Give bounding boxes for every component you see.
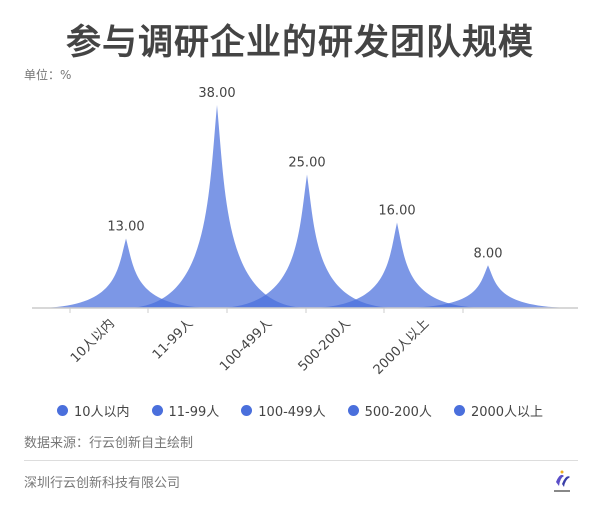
spike-bar	[305, 222, 489, 308]
spike-bar	[215, 174, 399, 308]
spike-bar	[125, 105, 309, 308]
unit-label: 单位：%	[24, 68, 72, 82]
legend-dot	[56, 405, 68, 416]
legend-item[interactable]: 11-99人	[151, 401, 219, 420]
legend-dot	[347, 405, 359, 416]
legend-item[interactable]: 10人以内	[56, 401, 130, 420]
legend-item[interactable]: 100-499人	[241, 401, 326, 420]
x-tick-label: 10人以内	[67, 316, 118, 367]
legend-item[interactable]: 2000人以上	[453, 401, 543, 420]
legend-dot	[241, 405, 253, 416]
divider	[24, 460, 578, 461]
spike-bar	[34, 238, 218, 308]
company-name: 深圳行云创新科技有限公司	[24, 476, 181, 491]
legend-dot	[453, 405, 465, 416]
chart-title: 参与调研企业的研发团队规模	[65, 23, 534, 63]
data-label: 13.00	[107, 220, 144, 235]
x-tick-label: 11-99人	[150, 316, 197, 363]
x-tick-label: 2000人以上	[371, 316, 433, 378]
data-label: 25.00	[288, 155, 325, 170]
legend-dot	[151, 405, 163, 416]
data-label: 16.00	[378, 204, 415, 219]
data-label: 38.00	[198, 86, 235, 101]
legend: 10人以内 11-99人 100-499人 500-200人 2000人以上	[0, 401, 600, 420]
data-label: 8.00	[474, 246, 503, 261]
spike-bar	[396, 265, 580, 308]
legend-item[interactable]: 500-200人	[347, 401, 432, 420]
data-source: 数据来源：行云创新自主绘制	[24, 436, 194, 451]
x-tick-label: 500-200人	[296, 316, 354, 374]
chart: 13.00 38.00 25.00 16.00 8.00 10人以内 11-99人 100-4…	[32, 86, 580, 378]
x-tick-label: 100-499人	[217, 316, 275, 374]
company-logo	[554, 470, 570, 492]
